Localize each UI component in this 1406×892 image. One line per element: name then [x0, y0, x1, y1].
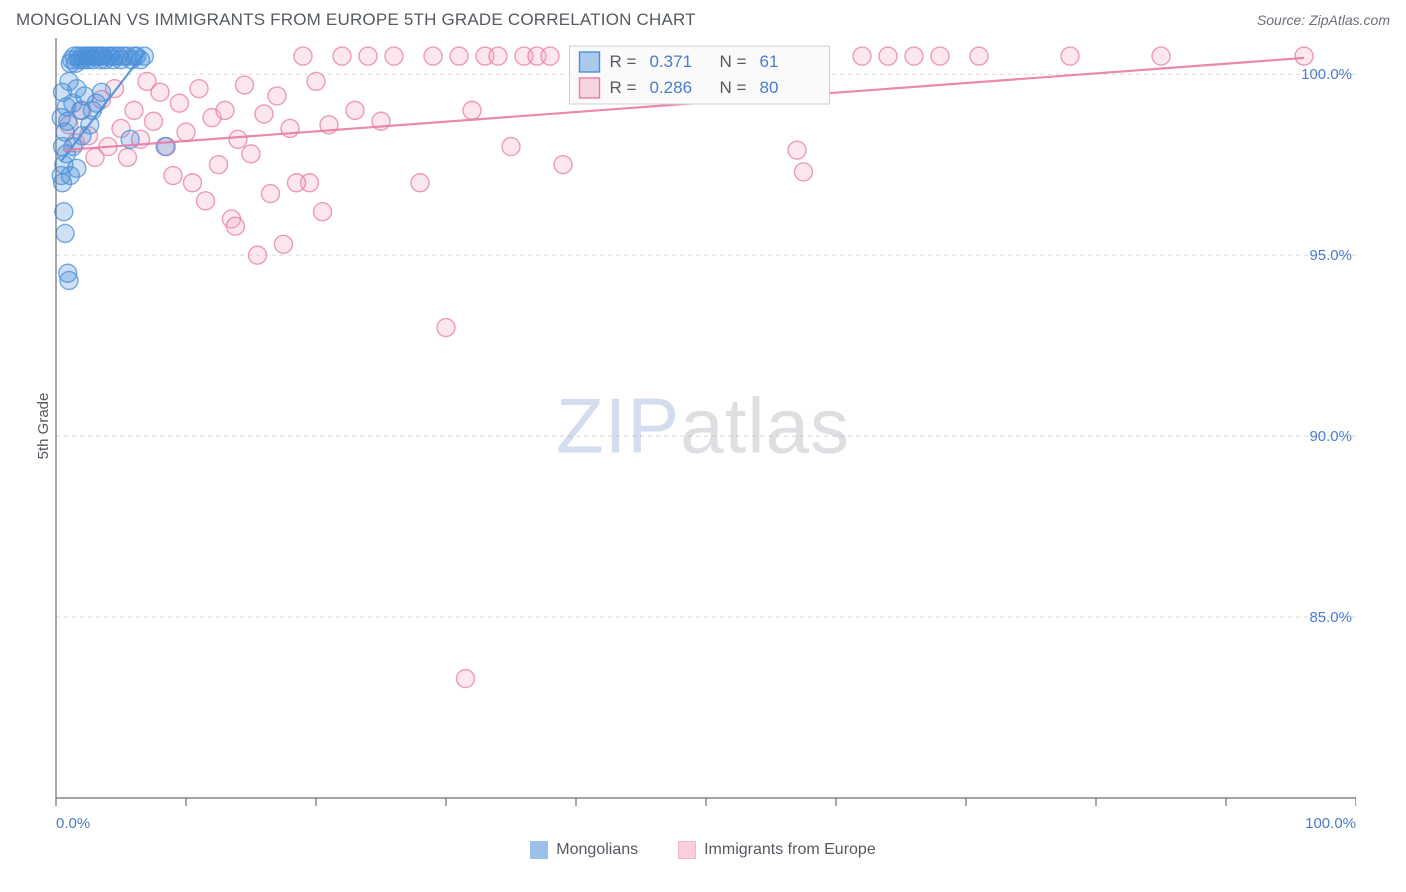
data-point — [502, 138, 520, 156]
data-point — [314, 203, 332, 221]
data-point — [1061, 47, 1079, 65]
y-tick-label: 100.0% — [1301, 66, 1352, 83]
data-point — [164, 167, 182, 185]
data-point — [788, 141, 806, 159]
data-point — [275, 235, 293, 253]
data-point — [262, 185, 280, 203]
y-axis-label: 5th Grade — [35, 392, 52, 459]
svg-text:0.371: 0.371 — [650, 52, 693, 71]
stats-legend: R = 0.371 N = 61 R = 0.286 N = 80 — [570, 46, 830, 104]
data-point — [60, 271, 78, 289]
data-point — [52, 109, 70, 127]
data-point — [249, 246, 267, 264]
data-point — [119, 148, 137, 166]
legend-label: Mongolians — [556, 841, 638, 859]
data-point — [457, 670, 475, 688]
header: MONGOLIAN VS IMMIGRANTS FROM EUROPE 5TH … — [0, 0, 1406, 38]
data-point — [216, 101, 234, 119]
data-point — [171, 94, 189, 112]
data-point — [236, 76, 254, 94]
data-point — [411, 174, 429, 192]
bottom-legend: Mongolians Immigrants from Europe — [0, 841, 1406, 859]
data-point — [242, 145, 260, 163]
data-point — [359, 47, 377, 65]
chart-container: 5th Grade 85.0% 90.0% 95.0% 100.0% R = 0.371… — [16, 38, 1390, 813]
data-point — [554, 156, 572, 174]
data-point — [294, 47, 312, 65]
data-point — [853, 47, 871, 65]
data-point — [385, 47, 403, 65]
legend-swatch — [530, 841, 548, 859]
data-point — [450, 47, 468, 65]
data-point — [463, 101, 481, 119]
data-point — [346, 101, 364, 119]
data-point — [56, 224, 74, 242]
data-point — [229, 130, 247, 148]
legend-item: Immigrants from Europe — [678, 841, 876, 859]
svg-text:80: 80 — [760, 78, 779, 97]
data-point — [197, 192, 215, 210]
x-tick-label: 0.0% — [56, 815, 90, 832]
data-point — [931, 47, 949, 65]
data-point — [151, 83, 169, 101]
x-tick-label: 100.0% — [1305, 815, 1356, 832]
data-point — [879, 47, 897, 65]
data-point — [489, 47, 507, 65]
svg-text:R =: R = — [610, 78, 637, 97]
data-point — [145, 112, 163, 130]
x-tick-labels: 0.0% 100.0% — [16, 815, 1390, 835]
svg-text:0.286: 0.286 — [650, 78, 693, 97]
data-point — [177, 123, 195, 141]
svg-text:R =: R = — [610, 52, 637, 71]
data-point — [55, 203, 73, 221]
data-point — [1152, 47, 1170, 65]
data-point — [255, 105, 273, 123]
svg-text:N =: N = — [720, 52, 747, 71]
y-tick-label: 90.0% — [1309, 428, 1352, 445]
legend-item: Mongolians — [530, 841, 638, 859]
data-point — [268, 87, 286, 105]
chart-title: MONGOLIAN VS IMMIGRANTS FROM EUROPE 5TH … — [16, 10, 696, 30]
data-point — [333, 47, 351, 65]
y-tick-label: 85.0% — [1309, 609, 1352, 626]
data-point — [1295, 47, 1313, 65]
data-point — [156, 138, 174, 156]
data-point — [307, 72, 325, 90]
data-point — [905, 47, 923, 65]
y-tick-label: 95.0% — [1309, 247, 1352, 264]
scatter-chart: 85.0% 90.0% 95.0% 100.0% R = 0.371 N = 61R = … — [16, 38, 1356, 808]
svg-text:61: 61 — [760, 52, 779, 71]
svg-text:N =: N = — [720, 78, 747, 97]
data-point — [190, 80, 208, 98]
data-point — [125, 101, 143, 119]
legend-swatch — [678, 841, 696, 859]
data-point — [184, 174, 202, 192]
data-point — [226, 217, 244, 235]
source-label: Source: ZipAtlas.com — [1257, 12, 1390, 28]
data-point — [795, 163, 813, 181]
legend-label: Immigrants from Europe — [704, 841, 876, 859]
data-point — [970, 47, 988, 65]
data-point — [541, 47, 559, 65]
data-point — [424, 47, 442, 65]
data-point — [437, 319, 455, 337]
data-point — [288, 174, 306, 192]
data-point — [210, 156, 228, 174]
data-point — [68, 159, 86, 177]
